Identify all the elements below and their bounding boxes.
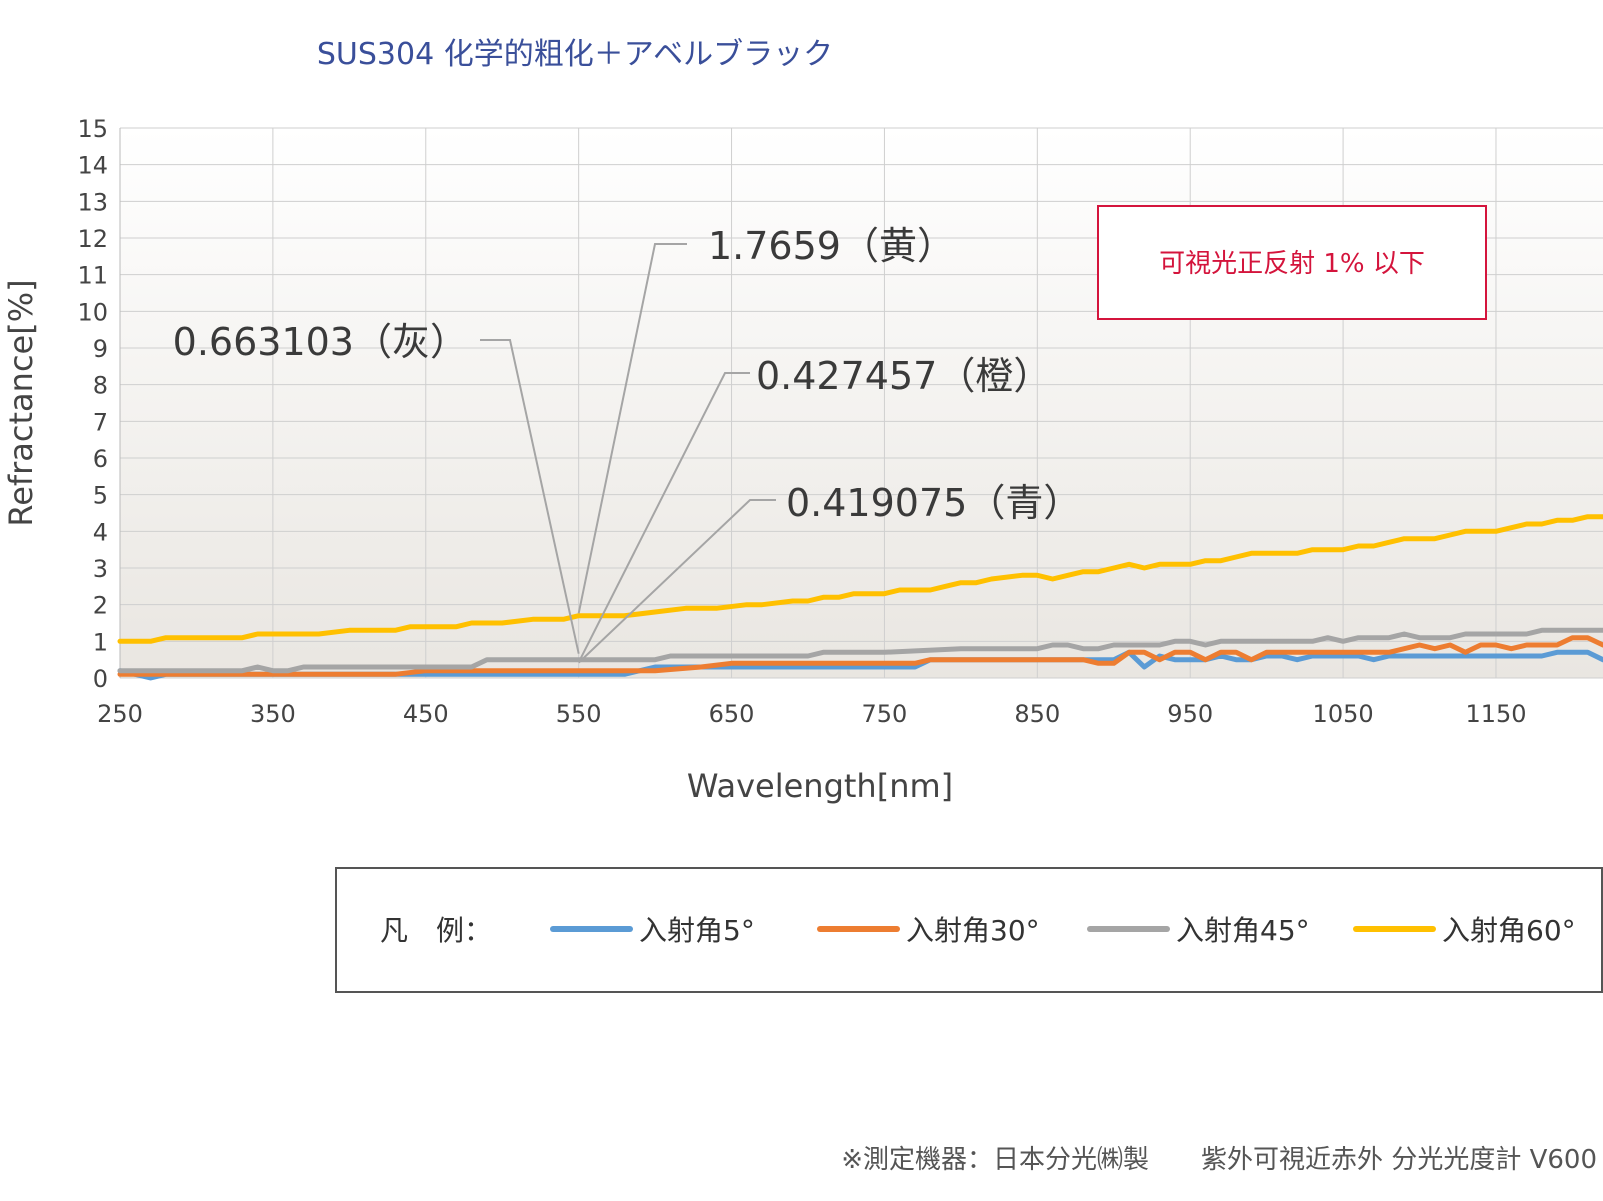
legend-label: 入射角5° — [639, 914, 755, 947]
series-line-4 — [117, 514, 1603, 644]
callout-text: 可視光正反射 1% 以下 — [1159, 249, 1425, 279]
x-tick-label: 350 — [250, 700, 296, 728]
annotation-leader — [577, 372, 750, 663]
y-tick-label: 0 — [93, 665, 108, 693]
x-tick-label: 850 — [1014, 700, 1060, 728]
x-tick-label: 450 — [403, 700, 449, 728]
series-lines — [117, 514, 1603, 681]
x-tick-label: 1150 — [1465, 700, 1526, 728]
annotation-label: 1.7659（黄） — [708, 224, 955, 268]
legend-items: 入射角5° 入射角30° 入射角45° 入射角60° — [550, 914, 1576, 947]
annotation-label: 0.663103（灰） — [173, 320, 468, 364]
x-tick-label: 950 — [1167, 700, 1213, 728]
y-tick-label: 9 — [93, 335, 108, 363]
y-tick-label: 6 — [93, 445, 108, 473]
legend-label: 入射角30° — [906, 914, 1040, 947]
y-tick-label: 5 — [93, 482, 108, 510]
y-tick-label: 14 — [77, 152, 108, 180]
legend: 凡 例： 入射角5° 入射角30° 入射角45° 入射角60° — [335, 867, 1603, 993]
series-line-1 — [117, 649, 1603, 681]
annotations: 1.7659（黄） 0.663103（灰） 0.427457（橙） 0.419075（… — [173, 224, 1081, 664]
chart-title: SUS304 化学的粗化＋アベルブラック — [317, 37, 833, 72]
legend-title: 凡 例： — [380, 914, 492, 947]
x-tick-label: 750 — [862, 700, 908, 728]
x-tick-label: 650 — [709, 700, 755, 728]
y-tick-label: 4 — [93, 518, 108, 546]
y-tick-label: 10 — [77, 298, 108, 326]
x-tick-label: 250 — [97, 700, 143, 728]
y-tick-label: 1 — [93, 628, 108, 656]
annotation-leader — [577, 243, 687, 614]
y-tick-label: 3 — [93, 555, 108, 583]
annotation-leader — [578, 499, 776, 664]
y-tick-label: 7 — [93, 408, 108, 436]
y-tick-label: 15 — [77, 115, 108, 143]
x-tick-label: 550 — [556, 700, 602, 728]
legend-label: 入射角45° — [1176, 914, 1310, 947]
annotation-label: 0.419075（青） — [786, 481, 1081, 525]
callout-frame — [1097, 205, 1487, 320]
x-axis-label: Wavelength[nm] — [687, 767, 953, 805]
x-tick-label: 1050 — [1313, 700, 1374, 728]
series-line-3 — [117, 627, 1603, 674]
y-axis-label: Refractance[%] — [2, 279, 40, 526]
annotation-leader — [480, 339, 580, 654]
x-tick-labels: 250 350 450 550 650 750 850 950 1050 1150 — [97, 700, 1526, 728]
footnote: ※測定機器：日本分光㈱製 紫外可視近赤外 分光光度計 V600 — [841, 1145, 1597, 1175]
series-line-2 — [117, 635, 1603, 677]
y-tick-label: 12 — [77, 225, 108, 253]
callout-box: 可視光正反射 1% 以下 — [1097, 205, 1487, 320]
y-tick-label: 13 — [77, 188, 108, 216]
legend-label: 入射角60° — [1442, 914, 1576, 947]
y-tick-label: 2 — [93, 592, 108, 620]
y-tick-label: 11 — [77, 262, 108, 290]
y-tick-label: 8 — [93, 372, 108, 400]
annotation-label: 0.427457（橙） — [756, 354, 1051, 398]
